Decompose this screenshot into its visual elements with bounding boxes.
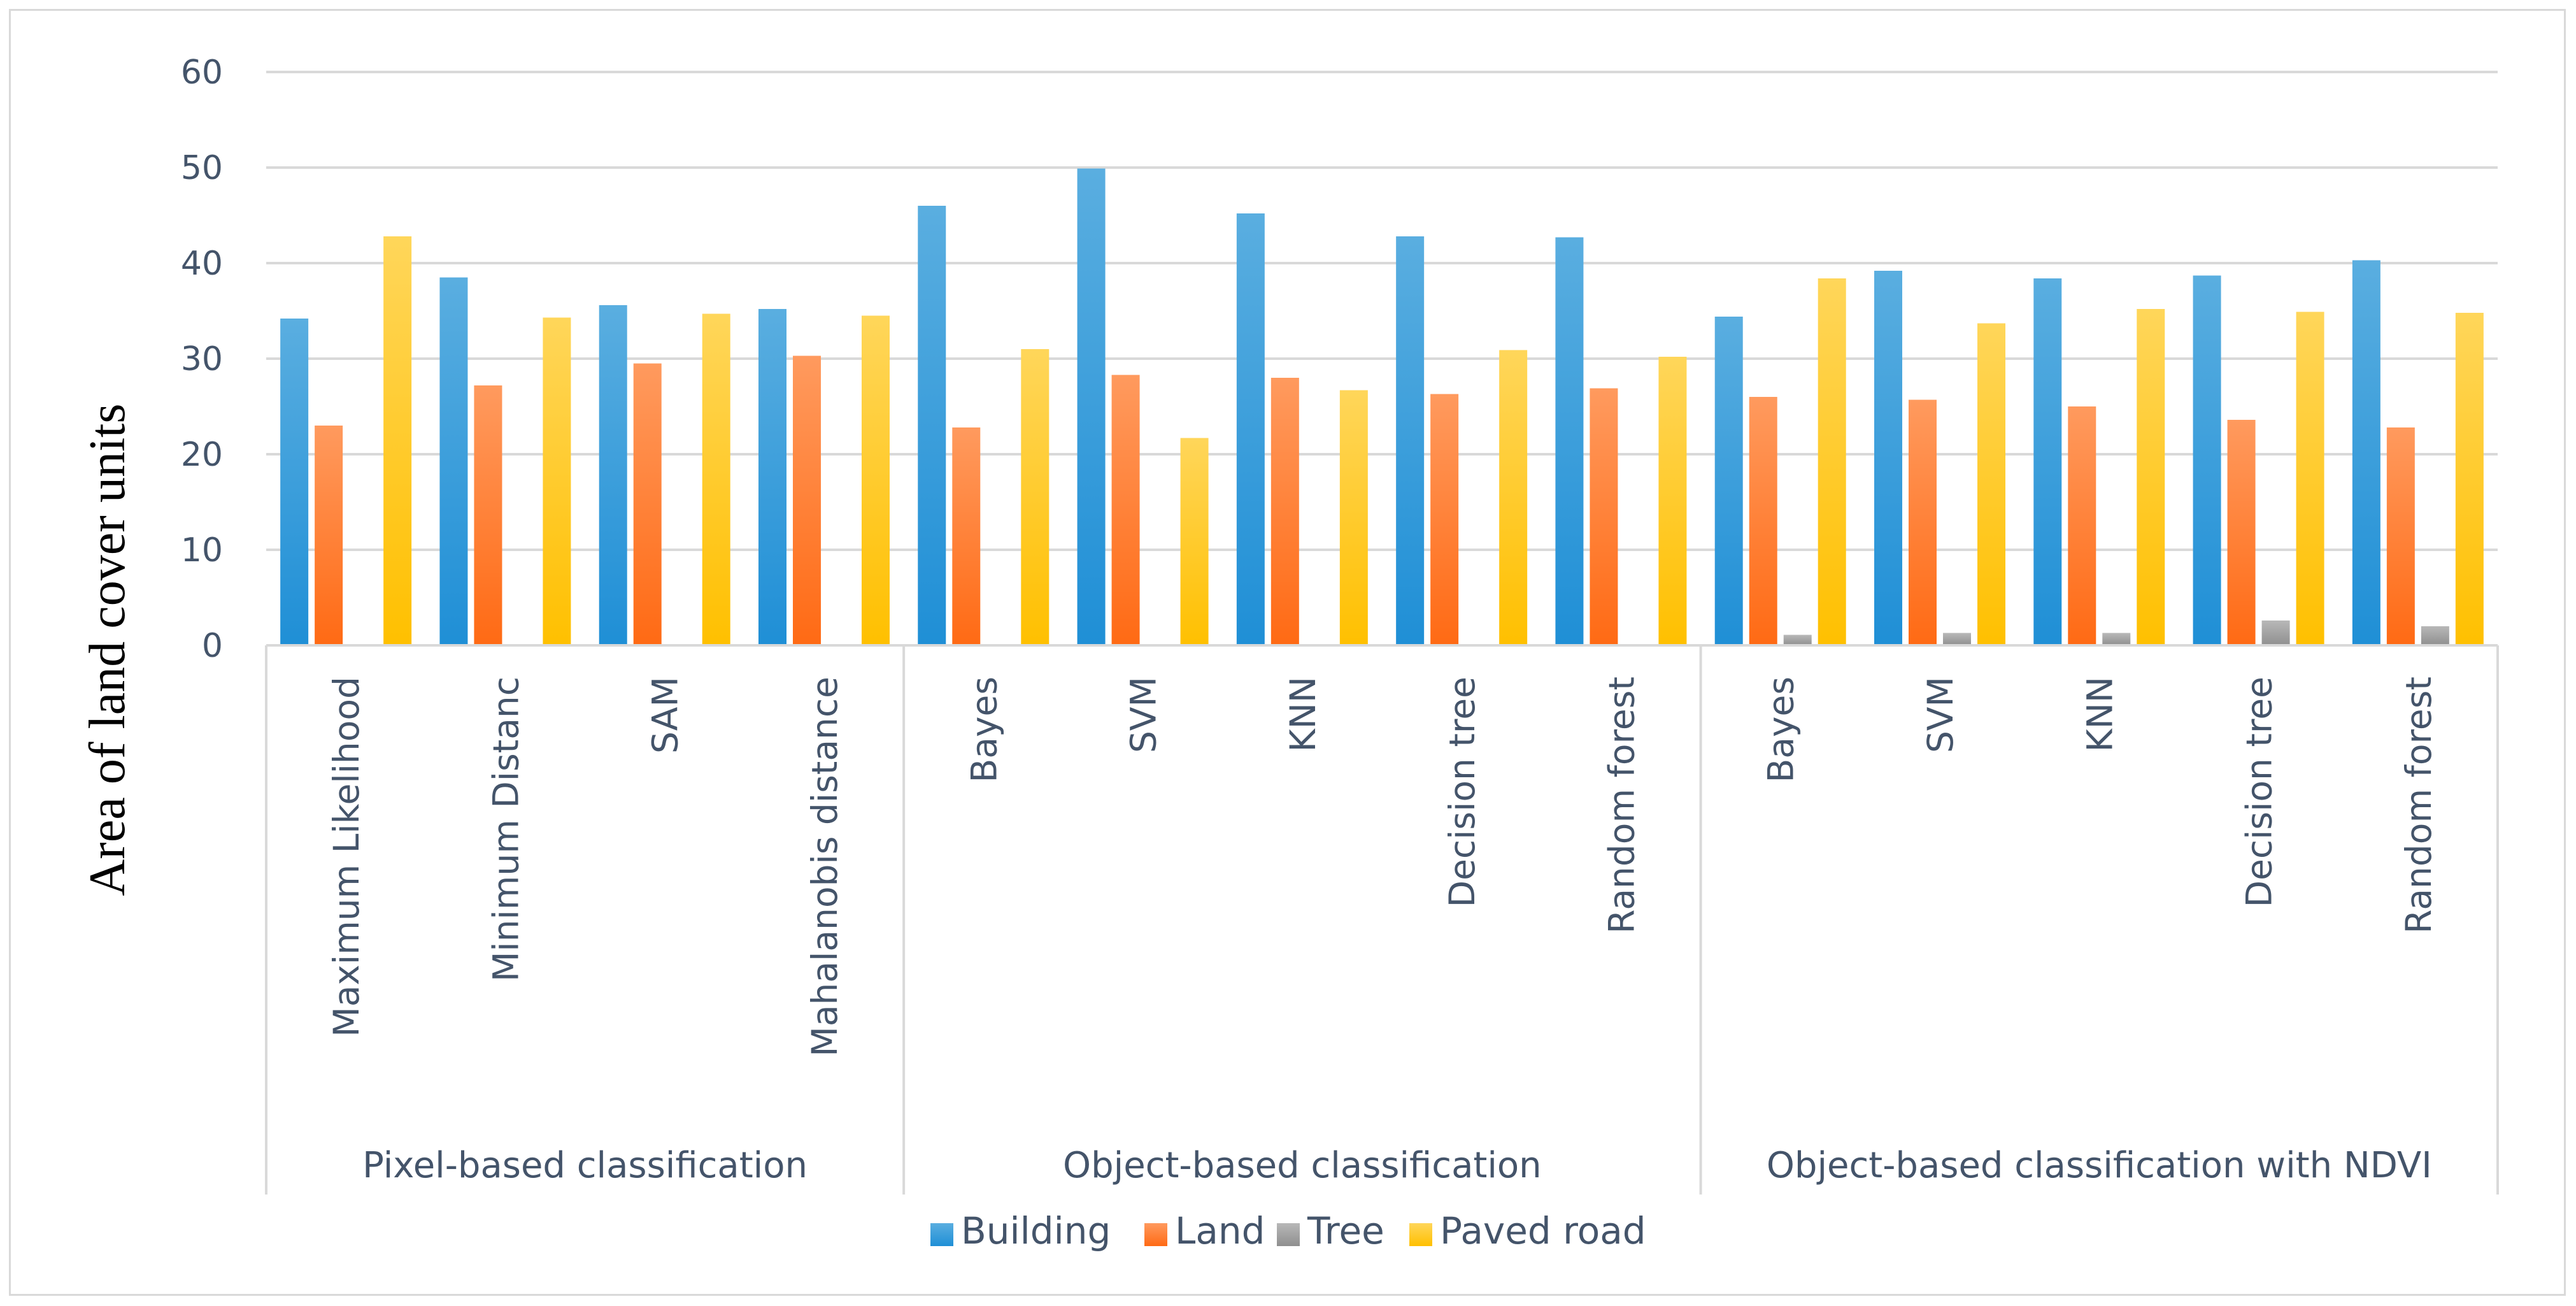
bar-building: [2352, 260, 2380, 645]
bar-tree: [1943, 633, 1971, 645]
bar-building: [1714, 317, 1743, 645]
bar-building: [1077, 168, 1106, 645]
bar-land: [1590, 388, 1618, 645]
bar-paved-road: [383, 236, 412, 645]
legend-label: Building: [961, 1209, 1111, 1252]
bar-paved-road: [2296, 312, 2324, 645]
x-category-label: KNN: [1283, 677, 1323, 752]
group-label: Pixel-based classification: [362, 1145, 808, 1186]
bar-land: [633, 363, 662, 645]
bar-paved-road: [702, 313, 730, 645]
y-tick-label: 30: [181, 340, 223, 378]
y-tick-label: 40: [181, 245, 223, 283]
y-tick-label: 20: [181, 436, 223, 474]
group-label: Object-based classification with NDVI: [1767, 1145, 2432, 1186]
bar-building: [2193, 275, 2221, 645]
bar-paved-road: [2137, 309, 2165, 645]
bar-building: [918, 206, 946, 645]
bar-land: [1749, 397, 1777, 645]
x-category-label: Maximum Likelihood: [326, 677, 367, 1037]
bar-land: [1909, 399, 1937, 645]
bar-land: [2386, 427, 2415, 645]
bar-building: [1874, 271, 1902, 645]
x-category-label: SVM: [1123, 677, 1164, 753]
x-category-label: Bayes: [1761, 677, 1802, 782]
legend-label: Paved road: [1440, 1209, 1646, 1252]
chart-frame: [9, 9, 2566, 1296]
bar-building: [1396, 236, 1425, 645]
legend-item-tree: Tree: [1277, 1209, 1384, 1252]
legend-label: Land: [1175, 1209, 1265, 1252]
x-category-label: Minimum Distanc: [485, 677, 526, 982]
bar-paved-road: [1977, 323, 2005, 645]
bar-land: [2068, 406, 2096, 645]
y-tick-label: 50: [181, 149, 223, 187]
bar-building: [758, 309, 786, 645]
bar-paved-road: [1339, 390, 1368, 645]
bar-building: [280, 319, 309, 645]
bar-land: [315, 426, 343, 645]
bar-land: [952, 427, 981, 645]
x-category-label: SAM: [645, 677, 686, 754]
x-category-label: Bayes: [964, 677, 1004, 782]
legend-item-building: Building: [930, 1209, 1111, 1252]
x-category-label: Decision tree: [2239, 677, 2280, 907]
bar-paved-road: [1021, 349, 1050, 645]
bar-land: [1270, 378, 1299, 645]
bar-building: [1555, 237, 1584, 645]
bar-building: [1236, 213, 1265, 645]
bar-land: [793, 355, 821, 645]
x-category-label: Decision tree: [1442, 677, 1483, 907]
bar-paved-road: [2455, 313, 2484, 645]
x-category-label: Random forest: [2398, 677, 2439, 934]
bar-paved-road: [1818, 278, 1846, 645]
bar-paved-road: [1499, 350, 1528, 645]
legend-label: Tree: [1307, 1209, 1384, 1252]
x-category-label: KNN: [2079, 677, 2120, 752]
bar-land: [2227, 420, 2256, 645]
bar-tree: [1783, 635, 1812, 645]
bar-building: [2033, 278, 2062, 645]
legend-swatch: [1144, 1223, 1167, 1246]
x-category-label: SVM: [1920, 677, 1961, 753]
y-tick-label: 0: [202, 627, 223, 665]
bar-paved-road: [862, 315, 890, 645]
legend-item-land: Land: [1144, 1209, 1265, 1252]
bar-land: [1111, 375, 1140, 645]
bar-building: [599, 305, 627, 645]
x-category-label: Mahalanobis distance: [804, 677, 845, 1057]
bar-paved-road: [543, 317, 571, 645]
y-tick-label: 10: [181, 531, 223, 570]
y-axis-label: Area of land cover units: [80, 403, 136, 896]
legend-swatch: [1277, 1223, 1300, 1246]
legend-item-paved-road: Paved road: [1409, 1209, 1646, 1252]
group-label: Object-based classification: [1063, 1145, 1542, 1186]
y-tick-label: 60: [181, 54, 223, 92]
bar-tree: [2102, 633, 2131, 645]
bar-tree: [2261, 621, 2290, 645]
legend-swatch: [930, 1223, 953, 1246]
bar-paved-road: [1180, 438, 1209, 645]
legend-swatch: [1409, 1223, 1432, 1246]
x-category-label: Random forest: [1601, 677, 1642, 934]
bar-land: [1430, 394, 1459, 645]
bar-land: [474, 385, 502, 645]
bar-building: [439, 277, 468, 645]
bar-tree: [2421, 626, 2449, 645]
bar-paved-road: [1658, 357, 1687, 645]
